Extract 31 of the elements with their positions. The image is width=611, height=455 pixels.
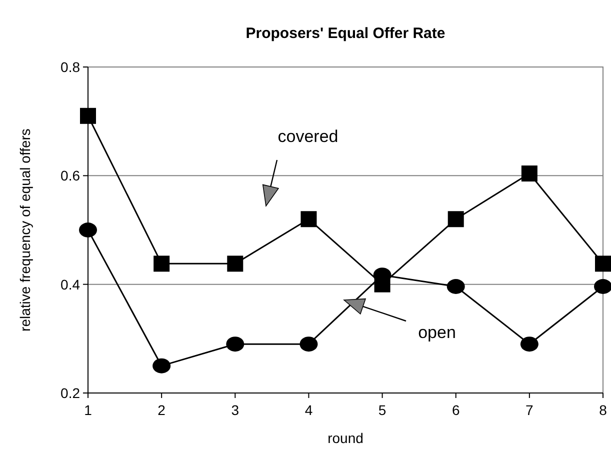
x-tick-label: 7 bbox=[526, 402, 534, 418]
point bbox=[152, 358, 171, 374]
x-tick-label: 2 bbox=[158, 402, 166, 418]
point bbox=[226, 336, 244, 352]
point bbox=[594, 279, 611, 294]
x-tick-label: 6 bbox=[452, 402, 460, 418]
point bbox=[154, 256, 170, 272]
x-axis-title: round bbox=[328, 430, 364, 446]
annotation: open bbox=[418, 323, 456, 342]
point bbox=[300, 211, 317, 228]
point bbox=[227, 256, 244, 272]
point bbox=[446, 279, 465, 294]
annotation: covered bbox=[278, 127, 338, 146]
x-tick-label: 8 bbox=[599, 402, 608, 418]
point bbox=[80, 108, 96, 124]
x-tick-label: 5 bbox=[378, 402, 386, 418]
point bbox=[595, 256, 611, 272]
x-tick-label: 1 bbox=[84, 402, 92, 418]
x-tick-label: 4 bbox=[304, 402, 313, 418]
y-tick-label: 0.6 bbox=[60, 168, 80, 184]
x-tick-label: 3 bbox=[231, 402, 240, 418]
y-tick-label: 0.2 bbox=[60, 385, 80, 401]
chart-title: Proposers' Equal Offer Rate bbox=[246, 25, 446, 42]
y-tick-label: 0.4 bbox=[60, 276, 80, 292]
point bbox=[521, 165, 538, 182]
y-axis-title: relative frequency of equal offers bbox=[17, 128, 33, 332]
y-tick-label: 0.8 bbox=[60, 59, 80, 75]
point bbox=[448, 211, 464, 228]
point bbox=[520, 336, 538, 352]
point bbox=[79, 222, 97, 238]
point bbox=[300, 336, 318, 352]
